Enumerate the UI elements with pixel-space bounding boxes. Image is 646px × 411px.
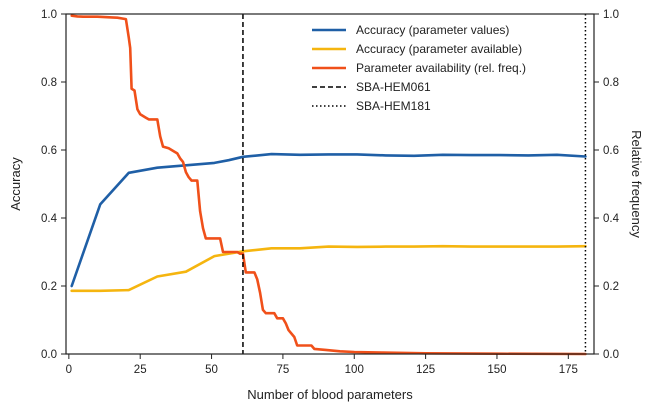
y-tick-label: 0.6 bbox=[41, 145, 57, 157]
x-tick-label: 50 bbox=[205, 364, 218, 376]
legend-label-5: SBA-HEM181 bbox=[356, 99, 431, 113]
plot-frame bbox=[65, 13, 595, 355]
plot-marks bbox=[70, 14, 587, 356]
series-line-3 bbox=[70, 14, 587, 356]
series-line-2 bbox=[70, 244, 587, 293]
legend-label-2: Accuracy (parameter available) bbox=[356, 42, 522, 56]
legend: Accuracy (parameter values) Accuracy (par… bbox=[312, 23, 526, 113]
legend-label-3: Parameter availability (rel. freq.) bbox=[356, 61, 526, 75]
legend-label-1: Accuracy (parameter values) bbox=[356, 23, 509, 37]
y-tick-label: 0.4 bbox=[41, 213, 58, 225]
x-tick-label: 100 bbox=[345, 364, 364, 376]
y2-tick-label: 0.0 bbox=[603, 349, 619, 361]
y2-tick-label: 0.2 bbox=[603, 281, 619, 293]
y2-tick-label: 0.6 bbox=[603, 145, 619, 157]
x-tick-label: 150 bbox=[487, 364, 506, 376]
y-tick-label: 0.0 bbox=[41, 349, 57, 361]
y-tick-label: 0.2 bbox=[41, 281, 57, 293]
y2-tick-label: 0.4 bbox=[603, 213, 620, 225]
y-axis-label: Accuracy bbox=[8, 157, 23, 211]
ticks: 0 25 50 75 100 125 150 175 0.0 0.2 0.4 0.6 0.8 1.0 0.0… bbox=[41, 9, 620, 376]
y-tick-label: 1.0 bbox=[41, 9, 57, 21]
y-tick-label: 0.8 bbox=[41, 77, 57, 89]
y2-tick-label: 0.8 bbox=[603, 77, 619, 89]
x-tick-label: 125 bbox=[416, 364, 435, 376]
y2-tick-label: 1.0 bbox=[603, 9, 619, 21]
x-axis-label: Number of blood parameters bbox=[247, 387, 413, 402]
x-tick-label: 175 bbox=[559, 364, 578, 376]
x-tick-label: 0 bbox=[66, 364, 72, 376]
x-tick-label: 75 bbox=[277, 364, 290, 376]
legend-label-4: SBA-HEM061 bbox=[356, 80, 431, 94]
series-line-1 bbox=[70, 152, 587, 288]
x-tick-label: 25 bbox=[134, 364, 147, 376]
y2-axis-label: Relative frequency bbox=[629, 130, 644, 238]
